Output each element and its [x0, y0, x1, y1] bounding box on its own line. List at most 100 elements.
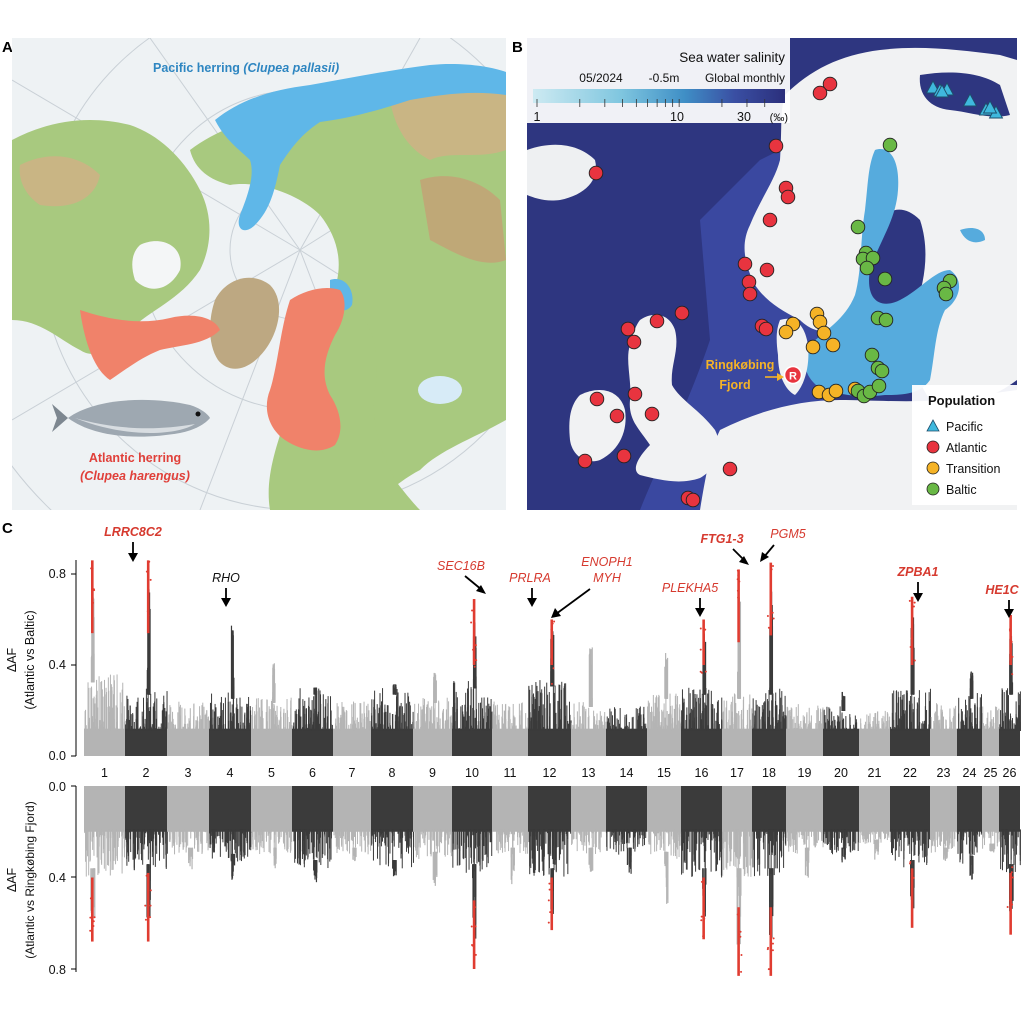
site-marker-atlantic	[768, 138, 784, 154]
site-marker-atlantic	[741, 274, 757, 290]
site-marker-atlantic	[577, 453, 593, 469]
chromosome-label: 12	[543, 766, 557, 780]
top-highlight-signal	[702, 619, 705, 665]
bottom-chrom-2	[125, 786, 168, 942]
site-marker-atlantic	[620, 321, 636, 337]
site-marker-atlantic	[609, 408, 625, 424]
ringkobing-fjord-annotation: Ringkøbing Fjord R	[706, 358, 803, 392]
site-marker-atlantic	[758, 321, 774, 337]
bottom-chrom-19	[786, 786, 824, 878]
bottom-highlight-signal	[910, 868, 914, 928]
chromosome-label: 16	[695, 766, 709, 780]
chromosome-label: 17	[730, 766, 744, 780]
colorbar-tick-10: 10	[670, 110, 684, 124]
pacific-herring-label: Pacific herring (Clupea pallasii)	[153, 61, 339, 75]
gene-label-zpba1: ZPBA1	[897, 565, 939, 579]
bottom-highlight-signal	[737, 907, 740, 976]
bottom-chrom-26	[999, 786, 1021, 935]
chromosome-label: 21	[868, 766, 882, 780]
site-marker-atlantic	[685, 492, 701, 508]
herring-fish-icon	[52, 399, 210, 437]
bottom-chrom-12	[528, 786, 572, 931]
site-marker-atlantic	[780, 189, 796, 205]
chromosome-label: 11	[504, 766, 517, 780]
top-ytick-0.8: 0.8	[49, 567, 66, 581]
chromosome-label: 25	[984, 766, 998, 780]
colorbar-scope: Global monthly	[705, 71, 785, 85]
chromosome-label: 5	[268, 766, 275, 780]
panel-c-letter: C	[2, 520, 13, 537]
colorbar-depth: -0.5m	[649, 71, 680, 85]
gene-label-he1c: HE1C	[985, 583, 1019, 597]
top-chrom-7	[333, 701, 372, 756]
top-chrom-13	[571, 647, 607, 756]
site-marker-atlantic	[722, 461, 738, 477]
bottom-highlight-signal	[1009, 872, 1012, 935]
chromosome-label: 15	[657, 766, 671, 780]
site-marker-baltic	[874, 363, 890, 379]
chromosome-label: 24	[963, 766, 977, 780]
top-chrom-23	[930, 703, 957, 756]
bottom-ytick-0.8: 0.8	[49, 963, 66, 977]
bottom-highlight-signal	[550, 877, 554, 931]
herring-distribution-map	[12, 38, 506, 510]
site-marker-atlantic	[644, 406, 660, 422]
top-ytick-0.0: 0.0	[49, 749, 66, 763]
site-marker-atlantic	[822, 76, 838, 92]
chromosome-label: 22	[903, 766, 917, 780]
top-highlight-signal	[910, 596, 914, 665]
gene-label-prlra: PRLRA	[509, 571, 551, 585]
chromosome-label: 1	[101, 766, 108, 780]
panel-a-letter: A	[2, 39, 13, 56]
bottom-chrom-14	[606, 786, 647, 874]
site-marker-pacific	[934, 84, 950, 98]
gene-label-myh: MYH	[593, 571, 622, 585]
land-iceland	[527, 144, 596, 201]
gene-label-enoph1: ENOPH1	[581, 555, 632, 569]
fjord-marker-label: R	[789, 371, 797, 383]
site-marker-transition	[828, 383, 844, 399]
top-manhattan-axis: 0.8 0.4 0.0 ΔAF (Atlantic vs Baltic)	[5, 560, 77, 763]
atlantic-herring-species: (Clupea harengus)	[80, 469, 190, 483]
site-marker-transition	[825, 337, 841, 353]
top-chrom-11	[492, 701, 529, 756]
top-highlight-signal	[472, 599, 476, 665]
colorbar-tick-1: 1	[534, 110, 541, 124]
site-marker-atlantic	[626, 334, 642, 350]
top-chrom-18	[752, 562, 787, 756]
legend-baltic-marker	[926, 482, 940, 496]
bottom-chrom-1	[84, 786, 126, 942]
baltic-sea	[804, 149, 960, 397]
site-marker-atlantic	[588, 165, 604, 181]
legend-transition-label: Transition	[946, 462, 1000, 476]
chromosome-label: 14	[620, 766, 634, 780]
chromosome-label: 13	[582, 766, 596, 780]
bottom-chrom-15	[647, 786, 682, 904]
bottom-chrom-6	[292, 786, 333, 883]
chromosome-label: 19	[798, 766, 812, 780]
top-chrom-20	[823, 691, 860, 756]
bottom-manhattan-plot	[84, 786, 1021, 976]
site-marker-baltic	[859, 260, 875, 276]
gene-label-pgm5: PGM5	[770, 527, 805, 541]
bottom-manhattan-axis: 0.0 0.4 0.8 ΔAF (Atlantic vs Ringkøbing …	[5, 780, 77, 977]
site-marker-pacific	[962, 93, 978, 107]
top-chrom-1	[84, 560, 126, 756]
chromosome-label: 7	[349, 766, 356, 780]
top-chrom-26	[999, 614, 1021, 756]
legend-atlantic-marker	[926, 440, 940, 454]
bottom-chrom-11	[492, 786, 529, 885]
site-marker-baltic	[882, 137, 898, 153]
bottom-ylabel-sub: (Atlantic vs Ringkøbing Fjord)	[23, 801, 37, 958]
chromosome-label: 2	[143, 766, 150, 780]
legend-pacific-marker	[926, 419, 940, 432]
bottom-ytick-0.0: 0.0	[49, 780, 66, 794]
top-chrom-17	[722, 569, 753, 756]
site-marker-atlantic	[742, 286, 758, 302]
salinity-colorbar: Sea water salinity 05/2024 -0.5m Global …	[527, 38, 790, 124]
chromosome-label: 4	[227, 766, 234, 780]
bottom-highlight-signal	[769, 907, 773, 976]
chromosome-labels: 1 2 3 4 5 6 7 8 9 10 11 12 13 14 15 16 17 18 19 20 21 22 23 24 2…	[101, 766, 1016, 780]
chromosome-label: 6	[309, 766, 316, 780]
